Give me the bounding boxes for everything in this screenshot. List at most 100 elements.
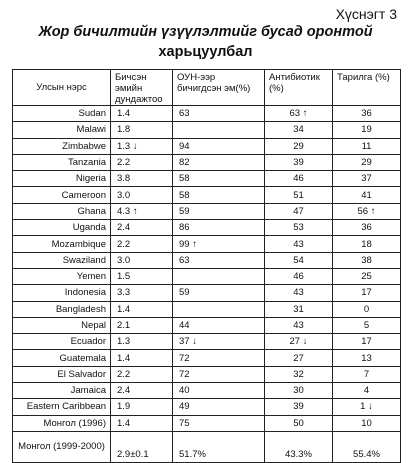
value-cell: 17 (332, 333, 401, 351)
value-cell: 27 ↓ (264, 333, 333, 351)
value-cell: 10 (332, 414, 401, 432)
country-cell: Eastern Caribbean (12, 398, 111, 416)
value-cell: 1.3 (110, 333, 173, 351)
value-cell: 38 (332, 251, 401, 269)
value-cell: 43 (264, 316, 333, 335)
header-row: Улсын нэрс Бичсэн эмийн дундажтоо ОУН-ээр … (12, 69, 401, 106)
value-cell: 44 (172, 316, 265, 335)
value-cell: 72 (172, 365, 265, 384)
column-header: Тарилга (%) (332, 69, 401, 106)
value-cell: 41 (332, 186, 401, 204)
value-cell: 63 (172, 104, 265, 123)
value-cell: 27 (264, 349, 333, 367)
country-cell: Mozambique (12, 235, 111, 253)
value-cell: 29 (264, 137, 333, 155)
value-cell (172, 267, 265, 286)
value-cell: 25 (332, 267, 401, 286)
value-cell: 2.1 (110, 316, 173, 335)
table-row: Zimbabwe 1.3 ↓ 94 29 11 (12, 137, 401, 155)
value-cell: 46 (264, 170, 333, 188)
value-cell: 47 (264, 202, 333, 221)
value-cell: 53 (264, 219, 333, 237)
country-cell: Cameroon (12, 186, 111, 204)
table-row: Guatemala 1.4 72 27 13 (12, 349, 401, 367)
country-cell: Yemen (12, 267, 111, 286)
value-cell: 59 (172, 202, 265, 221)
value-cell: 36 (332, 219, 401, 237)
table-row: Indonesia 3.3 59 43 17 (12, 284, 401, 302)
value-cell: 58 (172, 186, 265, 204)
value-cell: 36 (332, 104, 401, 123)
value-cell: 18 (332, 235, 401, 253)
value-cell: 34 (264, 121, 333, 139)
table-row: Jamaica 2.4 40 30 4 (12, 382, 401, 400)
table-row: Bangladesh 1.4 31 0 (12, 300, 401, 318)
column-header: Бичсэн эмийн дундажтоо (110, 69, 173, 106)
value-cell: 1 ↓ (332, 398, 401, 416)
data-table: Улсын нэрс Бичсэн эмийн дундажтоо ОУН-ээр … (12, 69, 401, 463)
value-cell: 39 (264, 398, 333, 416)
value-cell: 30 (264, 382, 333, 400)
value-cell: 2.4 (110, 219, 173, 237)
value-cell: 4 (332, 382, 401, 400)
country-cell: Nepal (12, 316, 111, 335)
value-cell: 43 (264, 284, 333, 302)
value-cell: 43 (264, 235, 333, 253)
country-cell: Swaziland (12, 251, 111, 269)
value-cell: 5 (332, 316, 401, 335)
column-header: Антибиотик (%) (264, 69, 333, 106)
value-cell: 40 (172, 382, 265, 400)
country-cell: Guatemala (12, 349, 111, 367)
value-cell: 54 (264, 251, 333, 269)
table-row: Монгол (1996) 1.4 75 50 10 (12, 414, 401, 432)
country-cell: Bangladesh (12, 300, 111, 318)
value-cell: 72 (172, 349, 265, 367)
value-cell: 49 (172, 398, 265, 416)
table-row: Eastern Caribbean 1.9 49 39 1 ↓ (12, 398, 401, 416)
value-cell: 2.2 (110, 153, 173, 172)
title: харьцуулбал (158, 44, 253, 60)
value-cell: 94 (172, 137, 265, 155)
country-cell: Sudan (12, 104, 111, 123)
value-cell: 39 (264, 153, 333, 172)
value-cell (172, 300, 265, 318)
country-cell: Nigeria (12, 170, 111, 188)
value-cell: 7 (332, 365, 401, 384)
value-cell: 2.2 (110, 235, 173, 253)
table-row: Mozambique 2.2 99 ↑ 43 18 (12, 235, 401, 253)
value-cell: 2.9±0.1 (110, 430, 173, 463)
value-cell: 1.4 (110, 300, 173, 318)
column-header: ОУН-ээр бичигдсэн эм(%) (172, 69, 265, 106)
value-cell: 37 (332, 170, 401, 188)
value-cell: 1.9 (110, 398, 173, 416)
table-row: Malawi 1.8 34 19 (12, 121, 401, 139)
table-row: El Salvador 2.2 72 32 7 (12, 365, 401, 384)
value-cell: 1.4 (110, 414, 173, 432)
country-cell: El Salvador (12, 365, 111, 384)
table-row: Sudan 1.4 63 63 ↑ 36 (12, 104, 401, 123)
value-cell: 99 ↑ (172, 235, 265, 253)
value-cell: 31 (264, 300, 333, 318)
value-cell: 2.4 (110, 382, 173, 400)
value-cell: 46 (264, 267, 333, 286)
title: Жор бичилтийн үзүүлэлтийг бусад оронтой (38, 24, 373, 40)
value-cell: 0 (332, 300, 401, 318)
table-row: Swaziland 3.0 63 54 38 (12, 251, 401, 269)
value-cell: 3.0 (110, 186, 173, 204)
country-cell: Ecuador (12, 333, 111, 351)
value-cell: 19 (332, 121, 401, 139)
value-cell: 11 (332, 137, 401, 155)
country-cell: Malawi (12, 121, 111, 139)
value-cell: 1.8 (110, 121, 173, 139)
value-cell: 51.7% (172, 430, 265, 463)
value-cell: 3.3 (110, 284, 173, 302)
value-cell: 32 (264, 365, 333, 384)
value-cell: 58 (172, 170, 265, 188)
table-row: Nepal 2.1 44 43 5 (12, 316, 401, 335)
value-cell: 17 (332, 284, 401, 302)
table-row: Ghana 4.3 ↑ 59 47 56 ↑ (12, 202, 401, 221)
table-row: Nigeria 3.8 58 46 37 (12, 170, 401, 188)
value-cell: 2.2 (110, 365, 173, 384)
value-cell: 1.3 ↓ (110, 137, 173, 155)
